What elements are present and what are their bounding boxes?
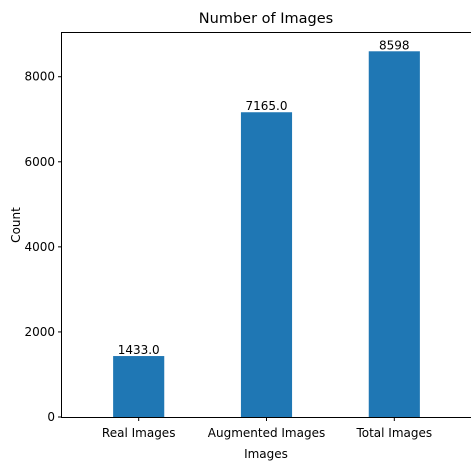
x-tick-label: Augmented Images bbox=[208, 426, 325, 440]
x-axis: Real Images Augmented Images Total Images bbox=[102, 417, 432, 440]
bar-total-images bbox=[368, 51, 420, 417]
y-tick-label: 6000 bbox=[24, 155, 55, 169]
chart-title: Number of Images bbox=[199, 11, 333, 27]
y-axis-label: Count bbox=[9, 207, 23, 243]
data-labels-group: 1433.0 7165.0 8598 bbox=[118, 38, 410, 357]
y-tick-label: 8000 bbox=[24, 70, 55, 84]
bars-group bbox=[113, 51, 420, 418]
plot-frame bbox=[61, 32, 471, 418]
data-label: 8598 bbox=[379, 38, 410, 52]
bar-augmented-images bbox=[240, 112, 293, 418]
data-label: 7165.0 bbox=[246, 99, 288, 113]
x-tick-label: Real Images bbox=[102, 426, 176, 440]
y-axis: 0 2000 4000 6000 8000 bbox=[24, 70, 62, 424]
y-tick-label: 0 bbox=[47, 410, 55, 424]
data-label: 1433.0 bbox=[118, 343, 160, 357]
y-tick-label: 2000 bbox=[24, 325, 55, 339]
y-tick-label: 4000 bbox=[24, 240, 55, 254]
x-tick-label: Total Images bbox=[355, 426, 432, 440]
x-axis-label: Images bbox=[244, 447, 288, 461]
bar-real-images bbox=[113, 356, 165, 417]
